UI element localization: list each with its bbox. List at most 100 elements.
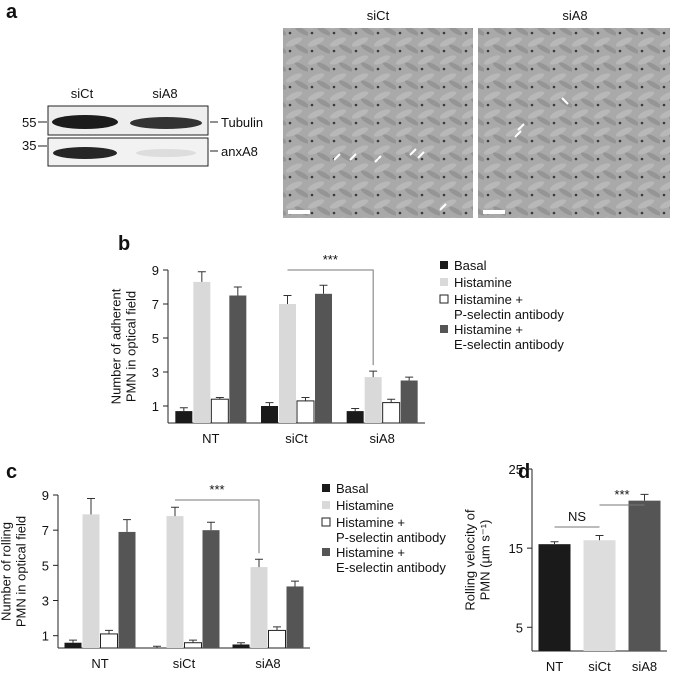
bar bbox=[261, 406, 278, 423]
x-tick-label: siA8 bbox=[370, 431, 395, 446]
y-tick-label: 7 bbox=[152, 297, 159, 312]
annotation: *** bbox=[209, 482, 224, 497]
error-bar bbox=[319, 284, 328, 294]
error-bar bbox=[301, 397, 310, 401]
micrograph-label: siA8 bbox=[562, 8, 587, 23]
error-bar bbox=[179, 407, 188, 412]
error-bar bbox=[237, 642, 245, 645]
y-axis-label: Number of adherentPMN in optical field bbox=[109, 288, 139, 404]
bar bbox=[315, 293, 332, 423]
blot-band bbox=[52, 115, 118, 129]
marker-label: 55 bbox=[22, 115, 36, 130]
error-bar bbox=[387, 398, 396, 403]
blot-band bbox=[130, 117, 202, 129]
legend-label: Histamine + E-selectin antibody bbox=[336, 545, 446, 575]
bar bbox=[184, 642, 202, 649]
micrograph-label: siCt bbox=[367, 8, 390, 23]
bar bbox=[279, 304, 296, 423]
error-bar bbox=[273, 626, 281, 631]
annotation: *** bbox=[614, 487, 629, 502]
error-bar bbox=[595, 534, 604, 541]
legend-label: Histamine + P-selectin antibody bbox=[336, 515, 446, 545]
micrograph bbox=[283, 28, 473, 218]
annotation: NS bbox=[568, 509, 586, 524]
error-bar bbox=[405, 376, 414, 381]
y-tick-label: 9 bbox=[42, 488, 49, 503]
blot-band bbox=[53, 147, 117, 159]
error-bar bbox=[283, 295, 292, 304]
bar bbox=[583, 540, 616, 651]
error-bar bbox=[69, 639, 77, 643]
error-bar bbox=[369, 370, 378, 378]
bar bbox=[268, 629, 286, 649]
x-tick-label: NT bbox=[91, 656, 108, 671]
error-bar bbox=[640, 493, 649, 501]
legend-label: Histamine + P-selectin antibody bbox=[454, 292, 564, 322]
y-axis-label: Number of rollingPMN in optical field bbox=[0, 516, 29, 627]
x-tick-label: siA8 bbox=[632, 659, 657, 674]
y-tick-label: 1 bbox=[152, 399, 159, 414]
x-tick-label: NT bbox=[546, 659, 563, 674]
legend-label: Histamine bbox=[336, 498, 394, 513]
bar bbox=[210, 398, 229, 424]
legend-swatch bbox=[440, 261, 448, 269]
y-tick-label: 5 bbox=[516, 620, 523, 635]
legend-swatch bbox=[439, 294, 449, 304]
bar bbox=[538, 544, 571, 651]
x-tick-label: NT bbox=[202, 431, 219, 446]
bar bbox=[64, 642, 82, 648]
bar bbox=[286, 586, 304, 648]
bar bbox=[382, 402, 401, 424]
x-tick-label: siCt bbox=[588, 659, 611, 674]
error-bar bbox=[265, 402, 274, 406]
y-tick-label: 5 bbox=[152, 331, 159, 346]
bar bbox=[296, 400, 315, 424]
bar bbox=[232, 644, 250, 648]
y-axis-label: Rolling velocity ofPMN (µm s⁻¹) bbox=[463, 509, 493, 611]
bar bbox=[82, 514, 100, 648]
error-bar bbox=[189, 639, 197, 643]
lane-label: siCt bbox=[71, 86, 94, 101]
panel-label: b bbox=[118, 233, 130, 255]
error-bar bbox=[255, 558, 263, 568]
y-tick-label: 5 bbox=[42, 558, 49, 573]
y-tick-label: 7 bbox=[42, 523, 49, 538]
x-tick-label: siA8 bbox=[255, 656, 280, 671]
legend-swatch bbox=[440, 325, 448, 333]
bar bbox=[175, 411, 193, 423]
legend-swatch bbox=[321, 517, 331, 527]
error-bar bbox=[207, 521, 215, 531]
bar bbox=[628, 500, 661, 651]
bar bbox=[346, 411, 364, 423]
x-tick-label: siCt bbox=[285, 431, 308, 446]
bar bbox=[364, 377, 382, 423]
scale-bar bbox=[288, 210, 310, 214]
legend-swatch bbox=[440, 278, 448, 286]
band-label: Tubulin bbox=[221, 115, 263, 130]
error-bar bbox=[123, 519, 131, 532]
legend-label: Basal bbox=[336, 481, 369, 496]
scale-bar bbox=[483, 210, 505, 214]
y-tick-label: 1 bbox=[42, 629, 49, 644]
error-bar bbox=[171, 506, 179, 517]
error-bar bbox=[105, 629, 113, 634]
y-tick-label: 3 bbox=[42, 594, 49, 609]
y-tick-label: 25 bbox=[509, 462, 523, 477]
blot-band bbox=[136, 149, 196, 157]
error-bar bbox=[87, 498, 95, 515]
lane-label: siA8 bbox=[152, 86, 177, 101]
legend-swatch bbox=[322, 548, 330, 556]
legend-label: Histamine bbox=[454, 275, 512, 290]
bar bbox=[202, 530, 220, 648]
band-label: anxA8 bbox=[221, 144, 258, 159]
y-tick-label: 15 bbox=[509, 541, 523, 556]
bar bbox=[166, 516, 184, 648]
significance-bracket bbox=[175, 499, 260, 554]
bar bbox=[400, 380, 418, 423]
y-tick-label: 3 bbox=[152, 365, 159, 380]
panel-label: d bbox=[518, 461, 530, 483]
micrograph bbox=[478, 28, 670, 218]
bar bbox=[250, 567, 268, 648]
error-bar bbox=[153, 645, 161, 648]
marker-label: 35 bbox=[22, 138, 36, 153]
